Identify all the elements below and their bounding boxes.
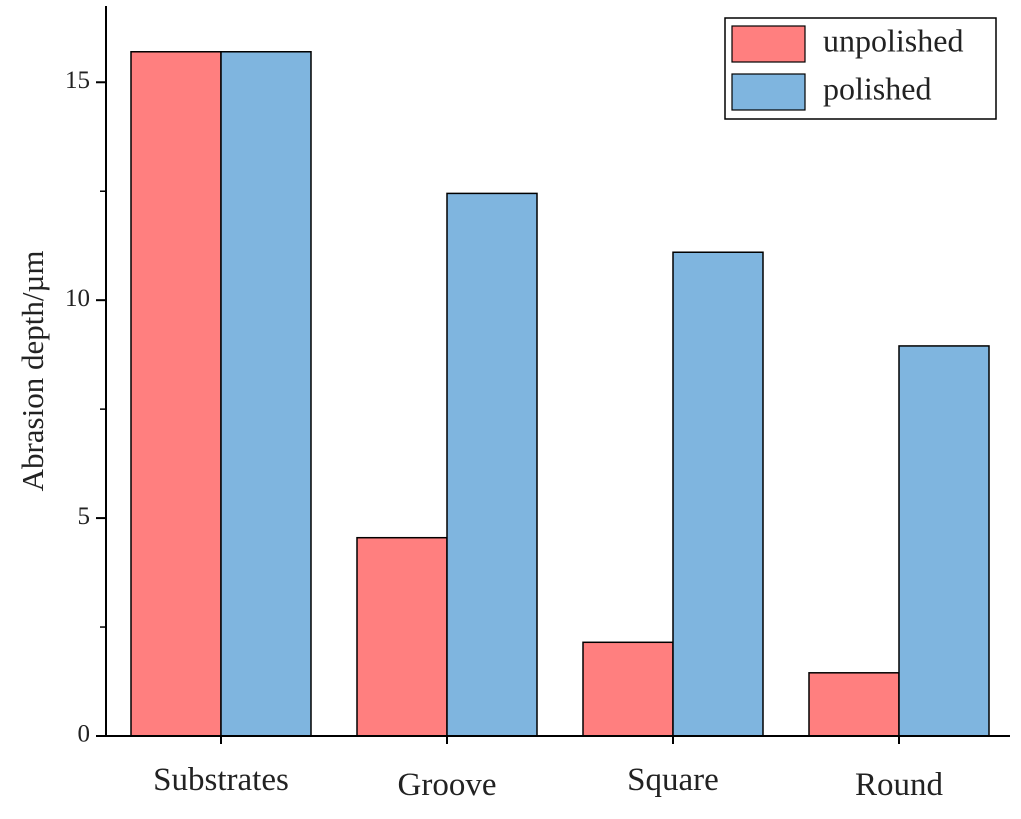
bar-polished-round — [898, 345, 990, 737]
legend-swatch-polished — [731, 73, 806, 111]
y-tick-label-10: 10 — [65, 285, 90, 312]
bar-polished-square — [672, 251, 764, 737]
y-axis-title: Abrasion depth/µm — [15, 251, 50, 492]
bar-polished-substrates — [220, 51, 312, 737]
x-tick-label-substrates: Substrates — [153, 762, 289, 798]
y-tick-label-5: 5 — [78, 503, 91, 530]
y-tick-label-15: 15 — [65, 67, 90, 94]
bar-unpolished-round — [808, 672, 900, 737]
y-tick-label-0: 0 — [78, 721, 91, 748]
bar-unpolished-substrates — [130, 51, 222, 737]
bar-unpolished-groove — [356, 536, 448, 737]
axes-layer — [105, 6, 1010, 737]
x-tick-label-groove: Groove — [398, 767, 497, 803]
ticks-layer: Substrates Groove Square Round 0 5 10 15 — [65, 67, 944, 803]
legend-swatch-unpolished — [731, 25, 806, 63]
bars-layer — [130, 51, 990, 737]
legend-label-polished: polished — [823, 70, 931, 106]
x-tick-label-square: Square — [627, 762, 719, 798]
bar-unpolished-square — [582, 641, 674, 737]
x-tick-label-round: Round — [855, 767, 944, 803]
legend-label-unpolished: unpolished — [823, 22, 963, 58]
bar-polished-groove — [446, 192, 538, 737]
legend: unpolished polished — [724, 17, 997, 120]
